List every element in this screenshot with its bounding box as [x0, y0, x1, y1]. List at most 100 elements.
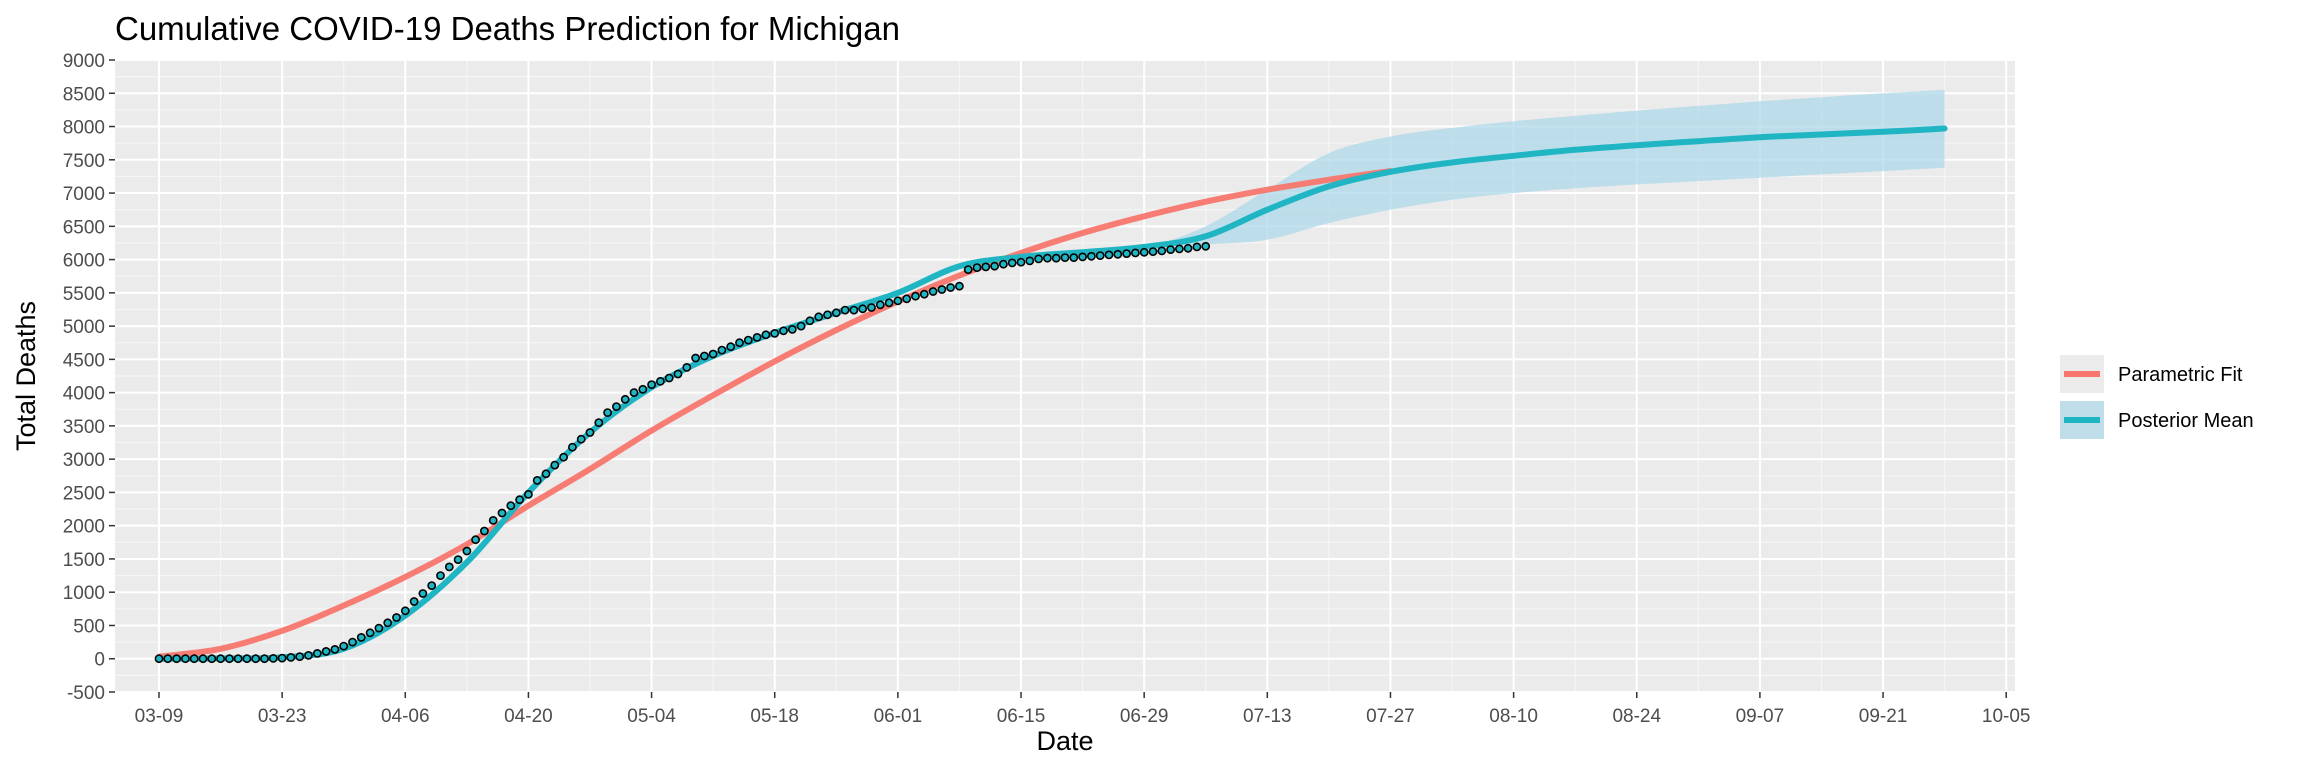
observed-point — [304, 651, 313, 660]
observed-point — [348, 637, 357, 647]
observed-point — [867, 303, 876, 312]
observed-point — [787, 324, 797, 334]
observed-point — [506, 501, 516, 511]
observed-point — [735, 338, 744, 348]
observed-point — [532, 475, 542, 485]
chart-title: Cumulative COVID-19 Deaths Prediction fo… — [115, 10, 900, 47]
observed-point — [286, 653, 296, 662]
observed-point — [515, 495, 524, 505]
observed-point — [1139, 247, 1149, 257]
observed-point — [1113, 249, 1123, 259]
y-tick-label: 2000 — [63, 517, 105, 538]
y-tick-label: 4000 — [63, 384, 105, 405]
observed-point — [251, 654, 261, 664]
x-tick-label: 06-15 — [997, 706, 1046, 727]
observed-point — [1087, 251, 1096, 261]
observed-point — [356, 633, 366, 642]
observed-points-layer — [154, 241, 1211, 664]
observed-point — [1183, 243, 1193, 253]
observed-point — [436, 571, 445, 580]
observed-point — [488, 516, 498, 525]
observed-point — [928, 287, 938, 296]
observed-point — [559, 452, 568, 462]
y-tick-label: 4500 — [63, 350, 105, 371]
observed-point — [418, 589, 428, 598]
legend: Parametric Fit Posterior Mean — [2060, 355, 2254, 439]
observed-point — [796, 321, 806, 331]
observed-point — [761, 330, 771, 340]
observed-point — [1025, 256, 1035, 266]
observed-point — [383, 618, 393, 628]
observed-point — [664, 373, 674, 383]
observed-point — [708, 349, 718, 359]
y-tick-label: 9000 — [63, 51, 105, 72]
observed-point — [955, 281, 964, 291]
observed-point — [1034, 254, 1043, 264]
observed-point — [330, 645, 340, 654]
x-tick-label: 03-09 — [135, 706, 184, 727]
observed-point — [999, 259, 1008, 269]
x-tick-label: 09-07 — [1736, 706, 1785, 727]
y-tick-label: 2500 — [63, 483, 105, 504]
y-tick-label: 500 — [73, 616, 105, 637]
y-axis-title: Total Deaths — [11, 301, 41, 451]
legend-label-parametric-fit: Parametric Fit — [2118, 364, 2243, 386]
observed-point — [365, 628, 375, 638]
observed-point — [726, 342, 736, 352]
observed-point — [849, 305, 859, 315]
observed-point — [858, 304, 868, 314]
observed-point — [823, 310, 832, 320]
observed-point — [1104, 250, 1114, 260]
observed-point — [1131, 248, 1140, 258]
y-tick-label: 7000 — [63, 184, 105, 205]
observed-point — [462, 546, 472, 556]
observed-point — [1078, 252, 1087, 262]
credible-band — [1153, 89, 1945, 247]
observed-point — [1007, 258, 1017, 268]
observed-point — [1148, 247, 1158, 256]
observed-point — [1069, 253, 1079, 262]
y-tick-label: 3500 — [63, 417, 105, 438]
observed-point — [911, 291, 920, 301]
observed-point — [321, 647, 331, 656]
y-tick-label: 0 — [94, 650, 105, 671]
observed-point — [1043, 253, 1052, 263]
x-tick-label: 08-24 — [1612, 706, 1661, 727]
observed-point — [497, 508, 507, 518]
observed-point — [1201, 241, 1211, 251]
observed-point — [1175, 244, 1184, 254]
x-tick-label: 06-01 — [874, 706, 923, 727]
observed-point — [963, 265, 973, 274]
observed-point — [1166, 245, 1175, 254]
credible-band-layer — [1153, 89, 1945, 247]
observed-point — [717, 345, 727, 355]
observed-point — [946, 283, 955, 292]
observed-point — [902, 294, 912, 304]
observed-point — [893, 296, 903, 306]
observed-point — [840, 305, 850, 315]
observed-point — [541, 469, 551, 479]
x-tick-label: 07-13 — [1243, 706, 1292, 727]
observed-point — [277, 653, 287, 663]
x-tick-label: 10-05 — [1982, 706, 2031, 727]
observed-point — [831, 308, 841, 318]
observed-point — [743, 335, 753, 345]
x-tick-label: 09-21 — [1859, 706, 1908, 727]
observed-point — [295, 652, 305, 662]
observed-point — [937, 285, 947, 294]
y-tick-label: 1000 — [63, 583, 105, 604]
observed-point — [268, 654, 278, 663]
observed-point — [638, 384, 648, 394]
observed-point — [339, 641, 349, 651]
observed-point — [805, 316, 815, 326]
observed-point — [550, 460, 560, 470]
observed-point — [479, 526, 489, 536]
posterior-mean-layer — [156, 125, 1948, 662]
observed-point — [374, 623, 384, 633]
observed-point — [471, 535, 480, 545]
observed-point — [444, 562, 454, 572]
observed-point — [453, 555, 463, 564]
observed-point — [981, 262, 991, 272]
observed-point — [770, 328, 780, 338]
